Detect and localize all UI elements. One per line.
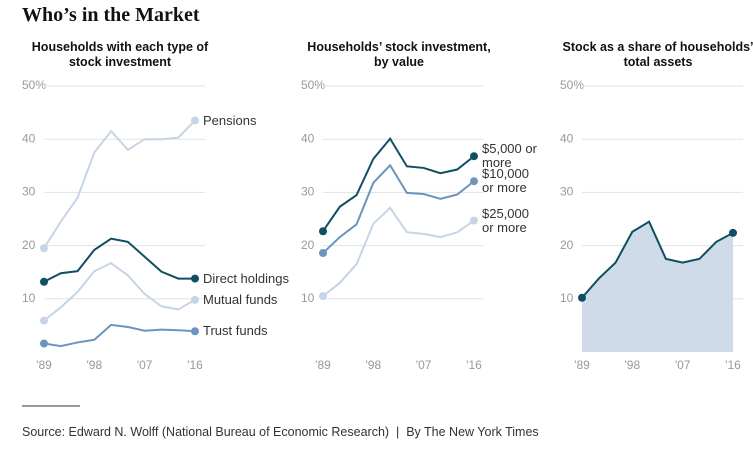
y-tick-label: 10 bbox=[301, 291, 315, 305]
page-title: Who’s in the Market bbox=[22, 4, 200, 26]
y-tick-label: 30 bbox=[301, 185, 315, 199]
y-tick-label: 10 bbox=[22, 291, 36, 305]
y-tick-label: 50% bbox=[22, 78, 46, 92]
end-dot bbox=[729, 228, 737, 237]
x-tick-label: '07 bbox=[416, 358, 432, 372]
x-tick-label: '16 bbox=[466, 358, 482, 372]
series-line bbox=[43, 323, 196, 348]
end-dot bbox=[191, 295, 199, 304]
y-tick-label: 30 bbox=[560, 185, 574, 199]
y-tick-label: 20 bbox=[560, 238, 574, 252]
y-tick-label: 40 bbox=[301, 131, 315, 145]
series-line bbox=[43, 119, 196, 249]
x-tick-label: '98 bbox=[625, 358, 641, 372]
area bbox=[582, 221, 733, 352]
series-line bbox=[43, 261, 196, 322]
y-tick-label: 50% bbox=[301, 78, 325, 92]
end-dot bbox=[578, 293, 586, 302]
x-tick-label: '89 bbox=[315, 358, 331, 372]
series-label: Direct holdings bbox=[203, 270, 289, 286]
end-dot bbox=[40, 316, 48, 325]
end-dot bbox=[191, 116, 199, 125]
series-label: $10,000 or more bbox=[482, 166, 529, 196]
series-line bbox=[581, 220, 734, 299]
x-tick-label: '98 bbox=[366, 358, 382, 372]
series-label: $5,000 or more bbox=[482, 141, 537, 171]
x-tick-label: '07 bbox=[137, 358, 153, 372]
x-tick-label: '07 bbox=[675, 358, 691, 372]
end-dot bbox=[319, 249, 327, 258]
series-label: Trust funds bbox=[203, 323, 268, 339]
series-label: $25,000 or more bbox=[482, 205, 529, 235]
series-line bbox=[43, 237, 195, 283]
end-dot bbox=[40, 244, 48, 253]
y-tick-label: 20 bbox=[22, 238, 36, 252]
end-dot bbox=[191, 274, 199, 283]
end-dot bbox=[319, 227, 327, 236]
y-tick-label: 20 bbox=[301, 238, 315, 252]
series-line bbox=[322, 163, 475, 254]
series-label: Pensions bbox=[203, 112, 257, 128]
end-dot bbox=[470, 177, 478, 186]
end-dot bbox=[319, 292, 327, 301]
x-tick-label: '98 bbox=[87, 358, 103, 372]
x-tick-label: '89 bbox=[574, 358, 590, 372]
y-tick-label: 50% bbox=[560, 78, 584, 92]
y-tick-label: 10 bbox=[560, 291, 574, 305]
series-label: Mutual funds bbox=[203, 291, 278, 307]
x-tick-label: '16 bbox=[725, 358, 741, 372]
end-dot bbox=[470, 216, 478, 225]
y-tick-label: 30 bbox=[22, 185, 36, 199]
panel-title: Stock as a share of households’ total as… bbox=[562, 40, 753, 69]
end-dot bbox=[470, 152, 478, 161]
y-tick-label: 40 bbox=[560, 131, 574, 145]
panel-title: Households with each type of stock inves… bbox=[31, 40, 209, 69]
end-dot bbox=[40, 277, 48, 286]
y-tick-label: 40 bbox=[22, 131, 36, 145]
end-dot bbox=[191, 327, 199, 336]
x-tick-label: '16 bbox=[187, 358, 203, 372]
series-line bbox=[322, 206, 475, 297]
x-tick-label: '89 bbox=[36, 358, 52, 372]
panel-title: Households’ stock investment, by value bbox=[307, 40, 491, 69]
end-dot bbox=[40, 339, 48, 348]
series-line bbox=[322, 136, 475, 232]
source: Source: Edward N. Wolff (National Bureau… bbox=[22, 425, 539, 439]
